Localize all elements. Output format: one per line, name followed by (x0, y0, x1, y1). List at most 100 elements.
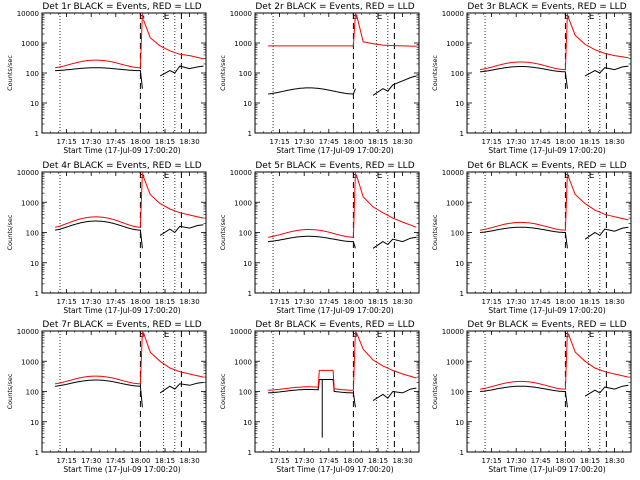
x-tick-label: 18:00 (555, 138, 575, 146)
lld-series-post (567, 17, 629, 59)
x-tick-label: 18:15 (368, 457, 388, 465)
x-axis-label: Start Time (17-Jul-09 17:00:20) (63, 465, 180, 474)
y-axis-label: Counts/sec (431, 55, 439, 91)
y-tick-label: 100 (26, 70, 39, 78)
events-series-post (584, 65, 629, 77)
panel-det-1: Det 1r BLACK = Events, RED = LLD Counts/s… (6, 2, 207, 155)
x-tick-label: 18:15 (580, 457, 600, 465)
y-tick-label: 100 (26, 230, 39, 238)
y-tick-label: 10 (455, 100, 464, 108)
chart-title: Det 7r BLACK = Events, RED = LLD (42, 320, 201, 330)
marker-label: E (377, 171, 383, 181)
chart-title: Det 2r BLACK = Events, RED = LLD (255, 2, 414, 12)
y-axis-label: Counts/sec (431, 214, 439, 250)
events-series-pre (55, 220, 143, 249)
y-tick-label: 100 (239, 70, 252, 78)
x-tick-label: 18:30 (605, 457, 625, 465)
plot-frame (254, 171, 420, 294)
x-tick-label: 17:15 (270, 457, 290, 465)
events-series-post (584, 226, 629, 240)
marker-label: E (377, 12, 383, 22)
chart-title: Det 6r BLACK = Events, RED = LLD (467, 161, 626, 171)
y-tick-label: 1 (248, 449, 252, 457)
lld-series-post (355, 332, 417, 379)
chart-title: Det 8r BLACK = Events, RED = LLD (255, 320, 414, 330)
x-tick-label: 18:15 (580, 138, 600, 146)
lld-series-post (142, 176, 204, 219)
y-tick-label: 1000 (234, 199, 252, 207)
panel-det-4: Det 4r BLACK = Events, RED = LLD Counts/s… (6, 161, 207, 315)
y-tick-label: 1000 (446, 199, 464, 207)
chart-title: Det 4r BLACK = Events, RED = LLD (42, 161, 201, 171)
x-tick-label: 18:30 (605, 298, 625, 306)
y-tick-label: 10 (455, 419, 464, 427)
marker-label: E (164, 171, 170, 181)
x-tick-label: 17:30 (81, 138, 101, 146)
y-axis-label: Counts/sec (6, 55, 14, 91)
y-tick-label: 10 (30, 419, 39, 427)
x-tick-label: 17:15 (482, 457, 502, 465)
y-tick-label: 10 (30, 260, 39, 268)
y-tick-label: 100 (451, 389, 464, 397)
y-tick-label: 10000 (442, 169, 464, 177)
y-tick-label: 10000 (17, 328, 39, 336)
x-tick-label: 18:30 (180, 457, 200, 465)
plot-frame (41, 12, 207, 134)
y-tick-label: 1000 (446, 40, 464, 48)
x-tick-label: 17:15 (57, 298, 77, 306)
x-tick-label: 17:45 (531, 138, 551, 146)
x-tick-label: 18:00 (343, 457, 363, 465)
marker-label: E (377, 330, 383, 340)
events-series-pre (55, 379, 143, 408)
x-tick-label: 18:00 (555, 298, 575, 306)
lld-series-pre (480, 172, 568, 231)
x-axis-label: Start Time (17-Jul-09 17:00:20) (276, 146, 393, 155)
x-tick-label: 17:15 (482, 138, 502, 146)
y-tick-label: 100 (239, 230, 252, 238)
y-tick-label: 10000 (17, 10, 39, 18)
lld-series-pre (55, 13, 143, 69)
x-tick-label: 18:15 (155, 457, 175, 465)
events-series-post (584, 384, 629, 397)
y-tick-label: 1 (35, 130, 39, 138)
y-tick-label: 10000 (230, 328, 252, 336)
y-tick-label: 10 (243, 260, 252, 268)
events-series-pre (268, 235, 356, 249)
x-tick-label: 18:15 (580, 298, 600, 306)
y-tick-label: 1000 (21, 358, 39, 366)
x-axis-label: Start Time (17-Jul-09 17:00:20) (276, 465, 393, 474)
plot-frame (41, 171, 207, 294)
events-series-pre (55, 67, 143, 89)
plot-frame (41, 330, 207, 453)
x-tick-label: 17:45 (319, 138, 339, 146)
lld-series-post (355, 14, 417, 47)
marker-label: E (589, 171, 595, 181)
y-tick-label: 1000 (446, 358, 464, 366)
events-series-post (372, 236, 417, 249)
x-axis-label: Start Time (17-Jul-09 17:00:20) (488, 146, 605, 155)
lld-series-post (355, 174, 417, 228)
x-tick-label: 17:30 (294, 298, 314, 306)
x-tick-label: 18:00 (343, 138, 363, 146)
plot-frame (254, 12, 420, 134)
panel-det-3: Det 3r BLACK = Events, RED = LLD Counts/s… (431, 2, 632, 155)
x-tick-label: 18:30 (605, 138, 625, 146)
x-axis-label: Start Time (17-Jul-09 17:00:20) (488, 306, 605, 315)
y-tick-label: 1 (460, 290, 464, 298)
x-tick-label: 18:30 (180, 138, 200, 146)
events-series-post (372, 387, 417, 402)
plot-frame (466, 171, 632, 294)
x-axis-label: Start Time (17-Jul-09 17:00:20) (63, 146, 180, 155)
y-tick-label: 10000 (442, 328, 464, 336)
y-tick-label: 100 (451, 230, 464, 238)
lld-series-post (142, 332, 204, 378)
x-tick-label: 18:15 (368, 138, 388, 146)
lld-series-post (142, 19, 204, 60)
y-tick-label: 1000 (21, 40, 39, 48)
x-axis-label: Start Time (17-Jul-09 17:00:20) (276, 306, 393, 315)
y-tick-label: 1 (460, 449, 464, 457)
events-series-post (159, 65, 204, 77)
panel-det-8: Det 8r BLACK = Events, RED = LLD Counts/s… (219, 320, 420, 474)
lld-series-pre (480, 331, 568, 390)
